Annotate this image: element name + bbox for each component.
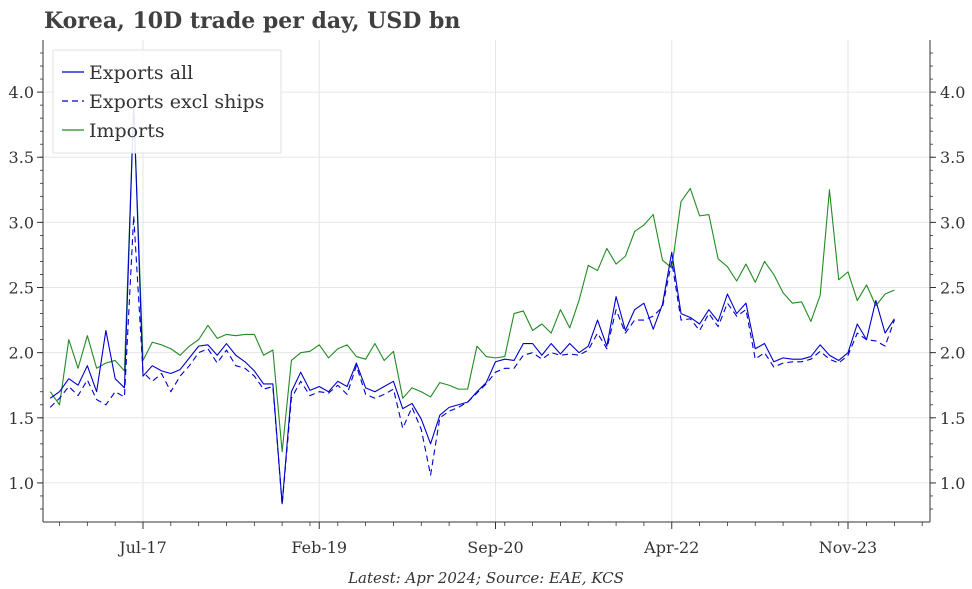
y-tick-label-right: 4.0 bbox=[940, 83, 965, 102]
y-tick-label-right: 2.5 bbox=[940, 279, 965, 298]
y-tick-label-right: 1.0 bbox=[940, 474, 965, 493]
y-tick-label-left: 3.5 bbox=[9, 148, 34, 167]
y-tick-label-left: 1.5 bbox=[9, 409, 34, 428]
legend-label-imports: Imports bbox=[89, 120, 165, 142]
y-tick-label-right: 3.5 bbox=[940, 148, 965, 167]
axes: 1.0 1.0 1.5 1.5 2.0 2.0 2.5 2.5 3.0 3.0 3.5 3.5 4.0 4… bbox=[9, 40, 965, 557]
x-tick-label: Jul-17 bbox=[117, 538, 167, 557]
source-footnote: Latest: Apr 2024; Source: EAE, KCS bbox=[347, 569, 624, 587]
x-tick-label: Sep-20 bbox=[467, 538, 523, 557]
series-line-exports-all bbox=[49, 104, 895, 505]
y-tick-label-left: 2.0 bbox=[9, 344, 34, 363]
series-line-imports bbox=[49, 104, 895, 453]
chart-title: Korea, 10D trade per day, USD bn bbox=[44, 8, 460, 34]
x-tick-label: Nov-23 bbox=[819, 538, 877, 557]
y-tick-label-left: 2.5 bbox=[9, 279, 34, 298]
legend: Exports all Exports excl ships Imports bbox=[52, 49, 282, 154]
legend-box bbox=[52, 49, 282, 154]
y-tick-label-left: 4.0 bbox=[9, 83, 34, 102]
series-lines bbox=[49, 104, 895, 506]
series-line-exports-excl-ships bbox=[49, 215, 895, 506]
y-tick-label-right: 3.0 bbox=[940, 213, 965, 232]
legend-label-exports-excl-ships: Exports excl ships bbox=[89, 91, 264, 113]
y-tick-label-left: 1.0 bbox=[9, 474, 34, 493]
y-tick-label-left: 3.0 bbox=[9, 213, 34, 232]
y-tick-label-right: 1.5 bbox=[940, 409, 965, 428]
y-tick-label-right: 2.0 bbox=[940, 344, 965, 363]
x-tick-label: Feb-19 bbox=[291, 538, 347, 557]
legend-label-exports-all: Exports all bbox=[89, 62, 193, 84]
x-tick-label: Apr-22 bbox=[643, 538, 699, 557]
